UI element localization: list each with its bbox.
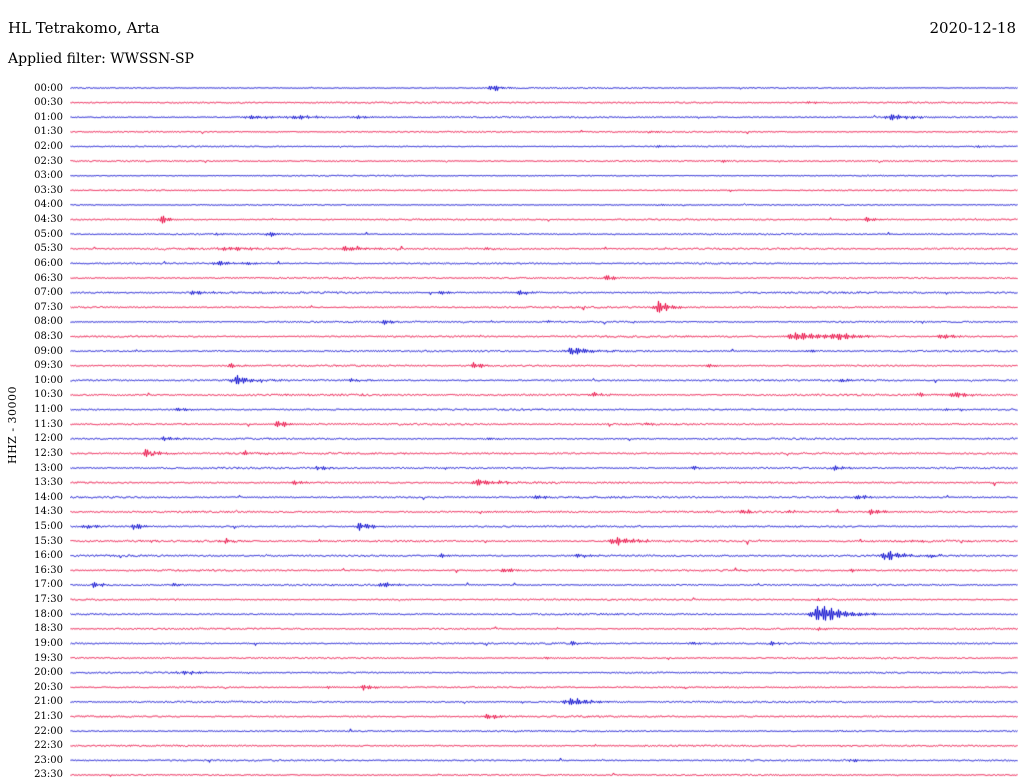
time-label: 10:30 — [34, 389, 63, 401]
time-label: 07:30 — [34, 301, 63, 313]
time-label: 00:00 — [34, 82, 63, 94]
time-label: 06:30 — [34, 272, 63, 284]
time-label: 18:00 — [34, 608, 63, 620]
time-label: 19:00 — [34, 637, 63, 649]
time-label: 15:30 — [34, 535, 63, 547]
time-label: 13:00 — [34, 462, 63, 474]
seismogram-trace-canvas — [70, 78, 1018, 780]
time-label: 16:30 — [34, 564, 63, 576]
time-label: 05:30 — [34, 243, 63, 255]
time-label: 17:30 — [34, 594, 63, 606]
time-label: 08:00 — [34, 316, 63, 328]
time-label: 08:30 — [34, 330, 63, 342]
time-label: 04:30 — [34, 214, 63, 226]
time-label: 05:00 — [34, 228, 63, 240]
time-label: 21:00 — [34, 696, 63, 708]
time-label: 04:00 — [34, 199, 63, 211]
time-label: 22:00 — [34, 725, 63, 737]
time-label: 13:30 — [34, 477, 63, 489]
time-label: 02:00 — [34, 140, 63, 152]
time-label: 11:30 — [34, 418, 63, 430]
time-label: 09:00 — [34, 345, 63, 357]
time-label: 17:00 — [34, 579, 63, 591]
time-label: 06:00 — [34, 257, 63, 269]
time-label: 12:00 — [34, 433, 63, 445]
time-label: 14:00 — [34, 491, 63, 503]
time-label: 03:30 — [34, 184, 63, 196]
time-label: 22:30 — [34, 740, 63, 752]
time-label: 20:00 — [34, 667, 63, 679]
time-label: 15:00 — [34, 521, 63, 532]
time-label: 23:30 — [34, 769, 63, 780]
time-label: 16:00 — [34, 550, 63, 562]
time-label: 03:00 — [34, 170, 63, 182]
time-label: 23:00 — [34, 754, 63, 766]
station-title: HL Tetrakomo, Arta — [8, 19, 160, 37]
time-label: 18:30 — [34, 623, 63, 635]
time-label: 09:30 — [34, 360, 63, 372]
time-label: 02:30 — [34, 155, 63, 167]
date-label: 2020-12-18 — [929, 19, 1016, 37]
time-label: 01:00 — [34, 111, 63, 123]
time-label: 00:30 — [34, 97, 63, 109]
time-label: 10:00 — [34, 374, 63, 386]
time-label: 07:00 — [34, 287, 63, 299]
time-label: 01:30 — [34, 126, 63, 138]
filter-label: Applied filter: WWSSN-SP — [8, 51, 194, 67]
time-label: 19:30 — [34, 652, 63, 664]
time-label: 21:30 — [34, 711, 63, 723]
time-label: 14:30 — [34, 506, 63, 518]
time-label: 12:30 — [34, 447, 63, 459]
time-label: 20:30 — [34, 681, 63, 693]
time-label: 11:00 — [34, 404, 63, 416]
